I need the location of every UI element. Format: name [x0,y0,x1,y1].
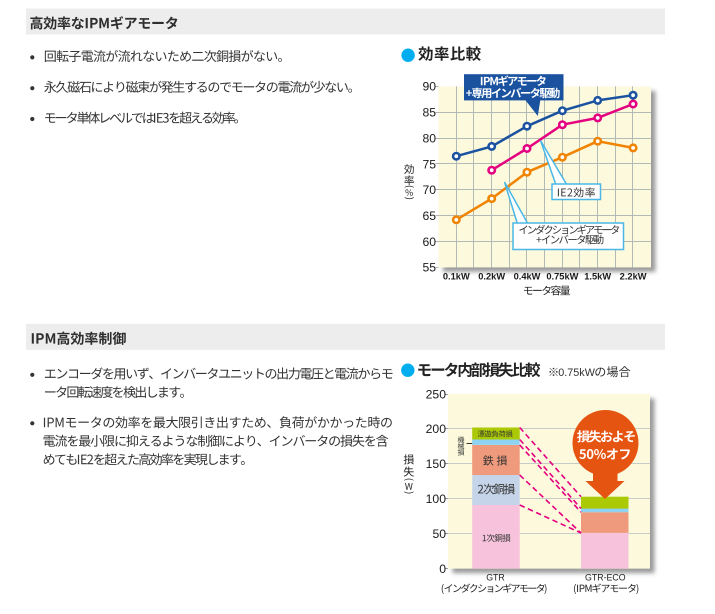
svg-text:55: 55 [422,261,436,275]
svg-text:GTR: GTR [486,572,505,582]
svg-text:200: 200 [426,422,447,436]
svg-text:60: 60 [422,235,436,249]
svg-text:0: 0 [439,562,446,576]
svg-text:1.5kW: 1.5kW [584,271,611,281]
svg-text:65: 65 [422,209,436,223]
svg-text:50: 50 [432,527,446,541]
svg-text:0.75kW: 0.75kW [558,367,595,379]
svg-text:90: 90 [422,80,436,94]
svg-text:GTR-ECO: GTR-ECO [585,572,626,582]
svg-text:0.75kW: 0.75kW [546,271,578,281]
svg-text:0.1kW: 0.1kW [443,271,470,281]
svg-text:75: 75 [422,157,436,171]
svg-text:0.2kW: 0.2kW [478,271,505,281]
svg-text:85: 85 [422,106,436,120]
svg-text:150: 150 [426,457,447,471]
svg-text:70: 70 [422,183,436,197]
svg-text:80: 80 [422,131,436,145]
svg-text:0.4kW: 0.4kW [514,271,541,281]
svg-text:250: 250 [426,387,447,401]
svg-text:100: 100 [426,492,447,506]
svg-text:2.2kW: 2.2kW [620,271,647,281]
